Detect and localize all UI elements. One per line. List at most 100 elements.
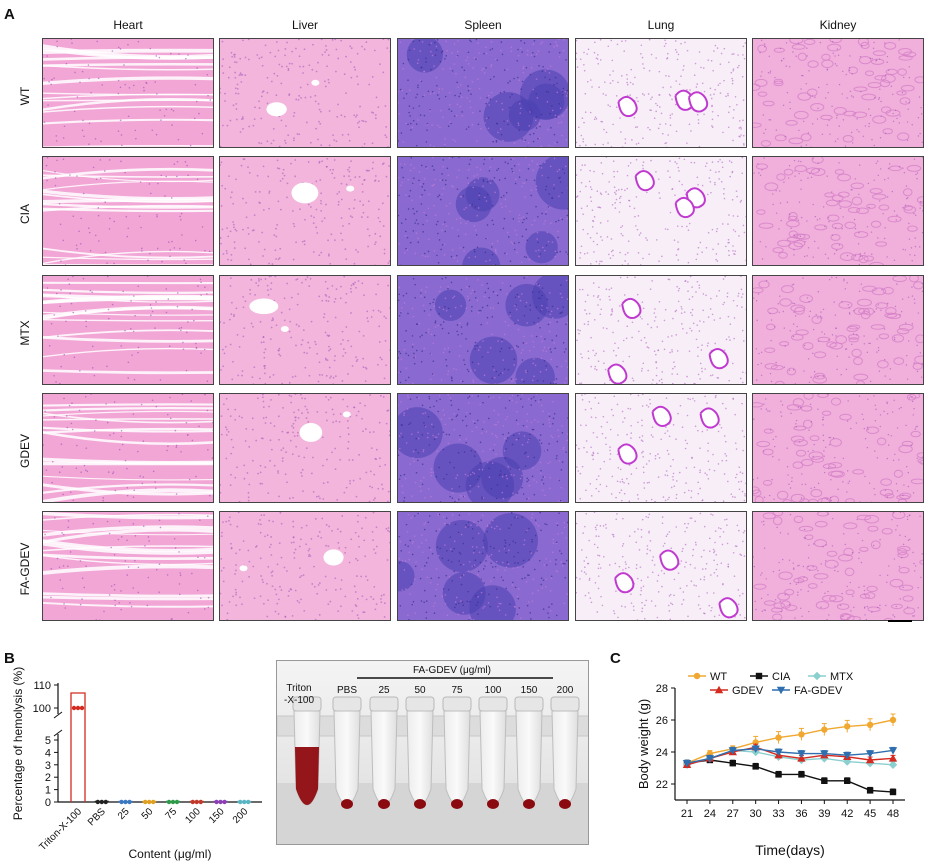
legend-label-cia: CIA (772, 671, 791, 683)
point-25-2 (123, 799, 128, 805)
point-50-2 (147, 799, 152, 805)
row-label-cia: CIA (18, 204, 32, 225)
series-fa-gdev (682, 745, 898, 768)
y-tick-label: 3 (45, 760, 51, 772)
legend-item-cia: CIA (750, 671, 791, 683)
tube-label-100: 100 (484, 685, 502, 696)
point-gdev-48 (888, 754, 898, 762)
histology-liver-gdev (219, 393, 391, 503)
row-label-gdev: GDEV (18, 434, 32, 469)
x-tick-label: 27 (727, 808, 739, 820)
point-fa-gdev-45 (865, 750, 875, 758)
fa-gdev-group-label: FA-GDEV (μg/ml) (413, 665, 491, 676)
legend-marker-fa-gdev (776, 686, 786, 695)
histology-lung-fa-gdev (575, 511, 747, 621)
x-tick-label: 30 (750, 808, 762, 820)
x-tick-label: 24 (704, 808, 716, 820)
y-tick-label: 1 (45, 785, 51, 797)
x-tick-label: 75 (163, 806, 179, 822)
y-tick-label: 0 (45, 797, 51, 809)
point-PBS-1 (95, 799, 100, 805)
y-tick-label: 2 (45, 772, 51, 784)
legend-item-fa-gdev: FA-GDEV (772, 685, 843, 697)
x-tick-label: 100 (183, 806, 203, 826)
series-gdev (682, 743, 898, 768)
y-tick-label: 28 (656, 683, 668, 695)
legend-item-wt: WT (688, 671, 727, 683)
point-100-2 (194, 799, 199, 805)
triton-label-line1: Triton (286, 683, 312, 694)
x-tick-label: 50 (140, 806, 156, 822)
y-axis-label: Percentage of hemolysis (%) (11, 667, 25, 820)
body-weight-chart: 22 24 26 28 21 24 27 30 33 36 39 42 45 48 Body weight … (636, 671, 905, 858)
point-50-1 (143, 799, 148, 805)
histology-spleen-gdev (397, 393, 569, 503)
point-fa-gdev-21 (682, 760, 692, 768)
histology-kidney-fa-gdev (752, 511, 924, 621)
point-fa-gdev-36 (797, 750, 806, 758)
panel-c-letter: C (610, 650, 621, 667)
series-line-gdev (686, 746, 894, 766)
point-wt-45 (866, 721, 874, 728)
point-gdev-36 (797, 754, 806, 762)
tube-200 (550, 696, 580, 809)
legend-label-mtx: MTX (830, 671, 854, 683)
x-tick-label: 45 (864, 808, 876, 820)
tube-50 (405, 696, 435, 809)
point-150-2 (218, 799, 223, 805)
point-PBS-3 (103, 799, 108, 805)
x-tick-label: 25 (116, 806, 132, 822)
point-wt-39 (821, 726, 828, 733)
tube-label-200: 200 (556, 685, 574, 696)
histology-heart-gdev (42, 393, 214, 503)
point-cia-27 (729, 760, 736, 767)
legend-marker-mtx (812, 671, 822, 681)
point-wt-36 (798, 731, 805, 738)
point-cia-30 (752, 763, 759, 770)
point-mtx-48 (888, 760, 898, 769)
y-tick-label: 24 (656, 747, 668, 759)
point-fa-gdev-24 (705, 755, 715, 763)
point-fa-gdev-48 (888, 747, 898, 755)
histology-kidney-wt (752, 38, 924, 148)
point-fa-gdev-39 (820, 750, 829, 758)
tube-150 (514, 696, 544, 809)
legend-marker-wt (693, 672, 701, 680)
histology-spleen-wt (397, 38, 569, 148)
y-tick-label: 110 (33, 680, 51, 692)
point-gdev-45 (865, 755, 875, 764)
tube-75 (442, 696, 472, 809)
scale-bar (888, 620, 912, 622)
point-wt-33 (775, 734, 782, 741)
x-tick-label: 36 (795, 808, 807, 820)
histology-kidney-cia (752, 156, 924, 266)
point-50-3 (151, 799, 156, 805)
row-label-mtx: MTX (18, 320, 32, 346)
point-wt-42 (844, 723, 851, 730)
point-fa-gdev-27 (728, 747, 737, 755)
series-line-fa-gdev (686, 748, 894, 764)
histology-lung-cia (575, 156, 747, 266)
tube-label-75: 75 (451, 685, 463, 696)
y-tick-label: 100 (33, 703, 51, 715)
triton-label-line2: -X-100 (283, 695, 314, 706)
row-label-fa-gdev: FA-GDEV (18, 542, 32, 596)
triton-label: Triton -X-100 (279, 683, 319, 707)
tube-triton (292, 696, 322, 806)
y-tick-label: 5 (45, 735, 51, 747)
tube-label-150: 150 (520, 685, 538, 696)
histology-kidney-mtx (752, 275, 924, 385)
bar-Triton-X-100 (70, 692, 86, 802)
x-tick-label: 48 (887, 808, 899, 820)
x-axis-label: Time(days) (755, 842, 825, 858)
point-fa-gdev-33 (774, 748, 783, 757)
legend-label-fa-gdev: FA-GDEV (794, 685, 843, 697)
y-axis-label: Body weight (g) (636, 699, 651, 789)
point-cia-39 (821, 777, 828, 784)
tube-25 (369, 696, 399, 809)
point-150-1 (214, 799, 219, 805)
column-label-kidney: Kidney (819, 18, 857, 32)
column-label-heart: Heart (113, 18, 143, 32)
x-tick-label: 150 (207, 806, 227, 826)
legend-item-mtx: MTX (808, 671, 854, 683)
